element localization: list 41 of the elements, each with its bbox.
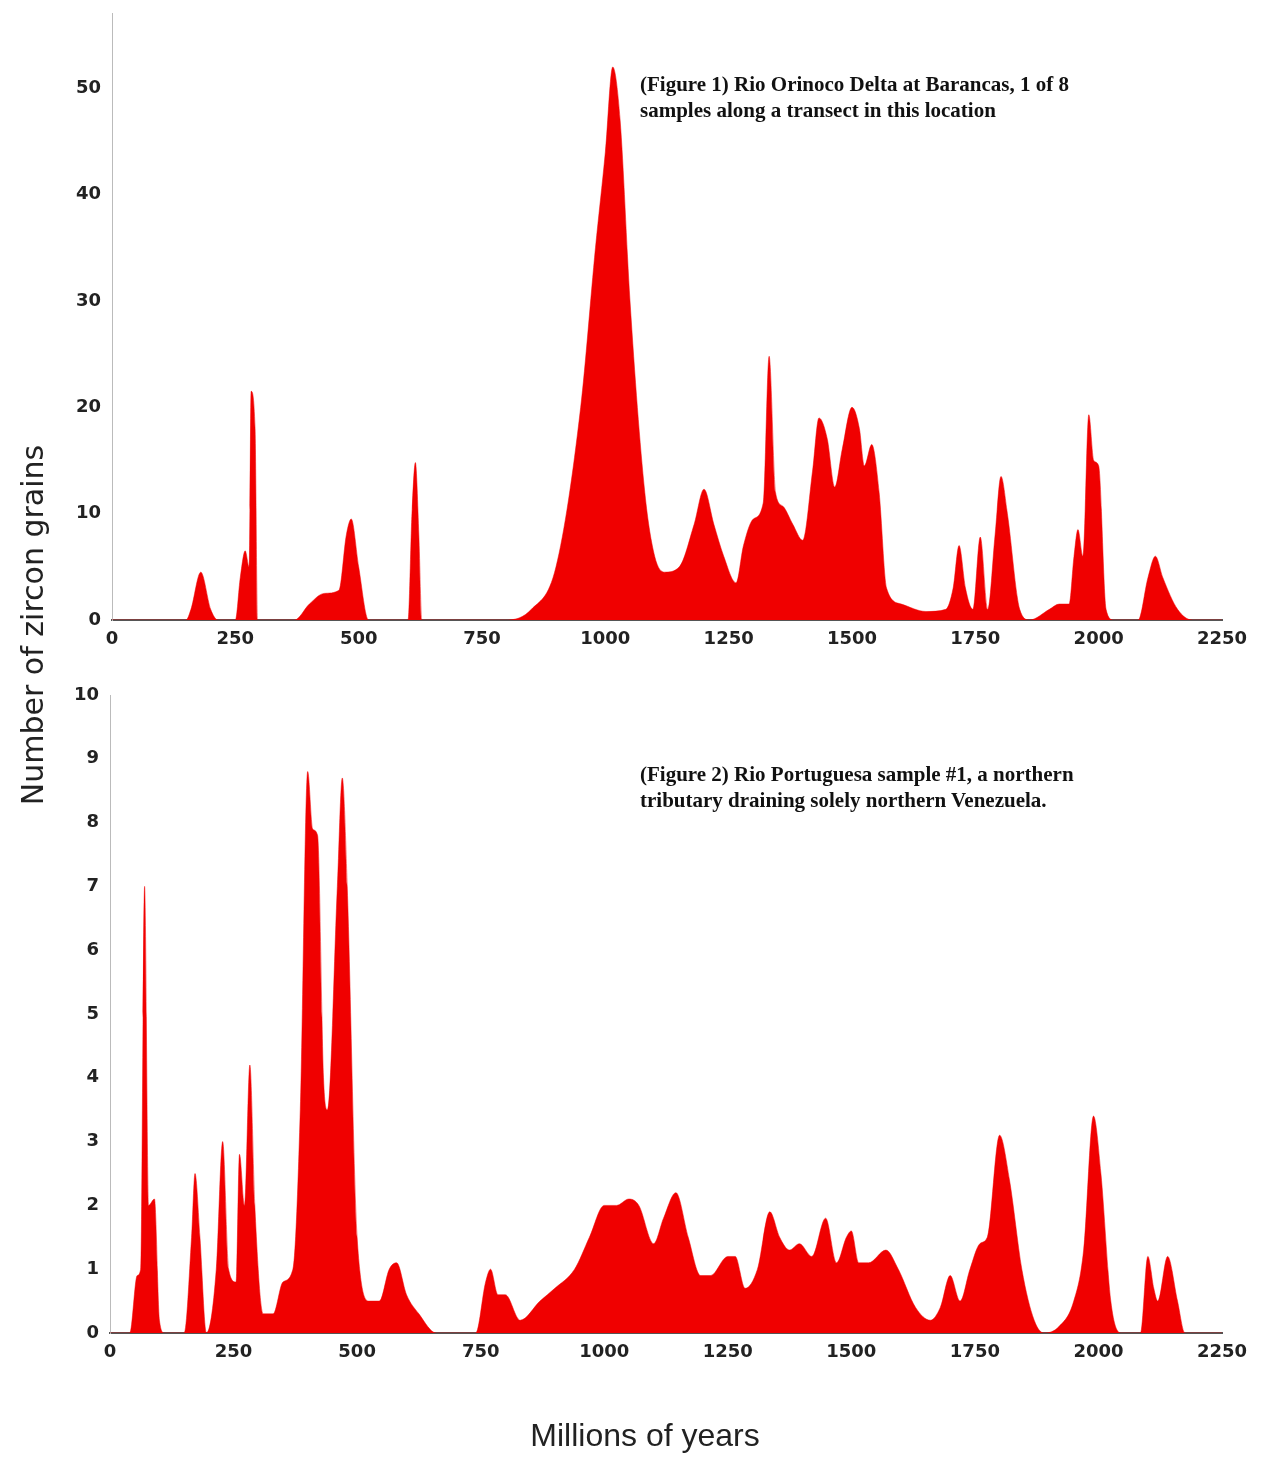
y-tick-label: 6	[86, 937, 99, 959]
x-tick-label: 1750	[950, 627, 1001, 649]
y-tick-label: 7	[86, 874, 99, 896]
x-tick-label: 2250	[1196, 627, 1248, 649]
x-tick-label: 250	[216, 627, 255, 649]
x-tick-label: 750	[463, 627, 501, 649]
y-tick-label: 50	[75, 75, 101, 97]
annotation: (Figure 2) Rio Portuguesa sample #1, a northern tributary draining solely northern Venezuela.	[640, 761, 1074, 812]
x-tick-label: 0	[103, 1340, 117, 1362]
y-tick-label: 40	[75, 182, 101, 204]
y-tick-label: 1	[86, 1256, 99, 1278]
x-tick-label: 1750	[949, 1340, 1000, 1362]
x-tick-label: 1500	[826, 1340, 877, 1362]
x-tick-label: 250	[214, 1340, 253, 1362]
y-tick-label: 8	[86, 810, 99, 832]
y-tick-label: 10	[73, 682, 99, 704]
y-tick-label: 10	[75, 501, 101, 523]
x-tick-label: 500	[338, 1340, 376, 1362]
y-tick-label: 4	[86, 1065, 99, 1087]
y-tick-label: 9	[86, 746, 99, 768]
x-tick-label: 1500	[826, 627, 878, 649]
x-tick-label: 500	[339, 627, 378, 649]
x-tick-label: 2250	[1196, 1340, 1248, 1362]
y-tick-label: 20	[75, 394, 101, 416]
annotation: (Figure 1) Rio Orinoco Delta at Barancas, 1 of 8 samples along a transect in this location	[640, 71, 1069, 122]
x-tick-label: 750	[461, 1340, 500, 1362]
x-tick-label: 2000	[1073, 1340, 1124, 1362]
y-tick-label: 0	[86, 1320, 99, 1342]
x-tick-label: 1250	[702, 1340, 753, 1362]
x-axis-title: Millions of years	[530, 1416, 760, 1454]
y-tick-label: 2	[86, 1193, 99, 1215]
y-tick-label: 3	[86, 1129, 99, 1151]
x-tick-label: 2000	[1073, 627, 1124, 649]
y-tick-label: 30	[75, 288, 101, 310]
x-tick-label: 1000	[580, 627, 631, 649]
y-tick-label: 5	[86, 1001, 99, 1023]
y-axis-title: Number of zircon grains	[14, 444, 50, 806]
x-tick-label: 1000	[579, 1340, 630, 1362]
x-tick-label: 0	[105, 627, 119, 649]
x-tick-label: 1250	[703, 627, 754, 649]
y-tick-label: 0	[88, 607, 101, 629]
